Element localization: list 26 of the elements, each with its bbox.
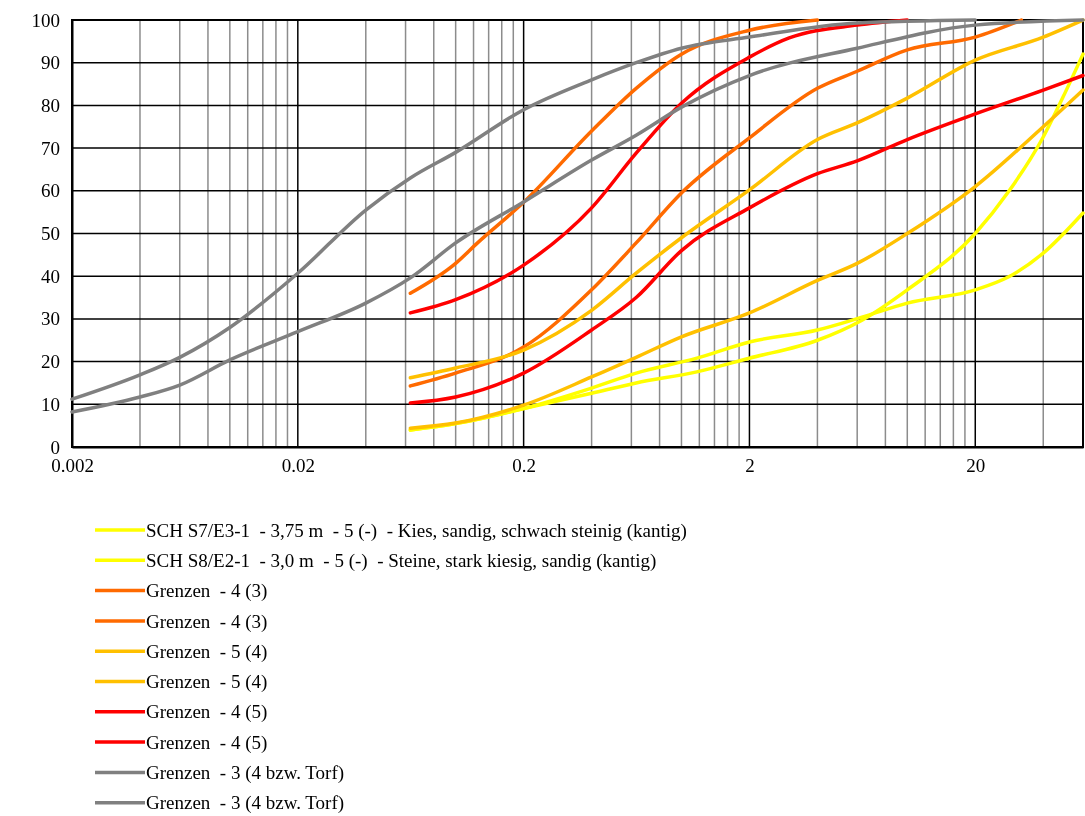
x-tick-label: 0.002 bbox=[51, 455, 94, 477]
legend-label: Grenzen - 5 (4) bbox=[146, 671, 268, 694]
y-tick-label: 40 bbox=[41, 265, 60, 287]
legend-label: Grenzen - 4 (3) bbox=[146, 580, 268, 603]
x-tick-label: 20 bbox=[966, 455, 986, 477]
y-tick-label: 0 bbox=[50, 436, 60, 458]
x-tick-label: 0.02 bbox=[281, 455, 315, 477]
x-tick-label: 2 bbox=[745, 455, 755, 477]
legend-label: Grenzen - 4 (5) bbox=[146, 701, 268, 724]
legend-label: Grenzen - 4 (5) bbox=[146, 731, 268, 754]
y-tick-label: 100 bbox=[31, 9, 60, 31]
y-tick-label: 30 bbox=[41, 308, 60, 330]
y-tick-label: 10 bbox=[41, 393, 60, 415]
x-tick-label: 0.2 bbox=[512, 455, 536, 477]
legend-label: SCH S8/E2-1 - 3,0 m - 5 (-) - Steine, stark kiesig, sandig (kantig) bbox=[146, 549, 657, 572]
legend-label: Grenzen - 4 (3) bbox=[146, 610, 268, 633]
y-tick-label: 80 bbox=[41, 94, 60, 116]
y-tick-label: 50 bbox=[41, 223, 60, 245]
legend-label: Grenzen - 3 (4 bzw. Torf) bbox=[146, 792, 345, 815]
y-tick-label: 20 bbox=[41, 351, 60, 373]
legend-label: Grenzen - 5 (4) bbox=[146, 640, 268, 663]
y-tick-label: 60 bbox=[41, 180, 60, 202]
legend-label: SCH S7/E3-1 - 3,75 m - 5 (-) - Kies, sandig, schwach steinig (kantig) bbox=[146, 519, 687, 542]
y-tick-label: 70 bbox=[41, 137, 60, 159]
y-tick-label: 90 bbox=[41, 52, 60, 74]
legend-label: Grenzen - 3 (4 bzw. Torf) bbox=[146, 762, 345, 785]
